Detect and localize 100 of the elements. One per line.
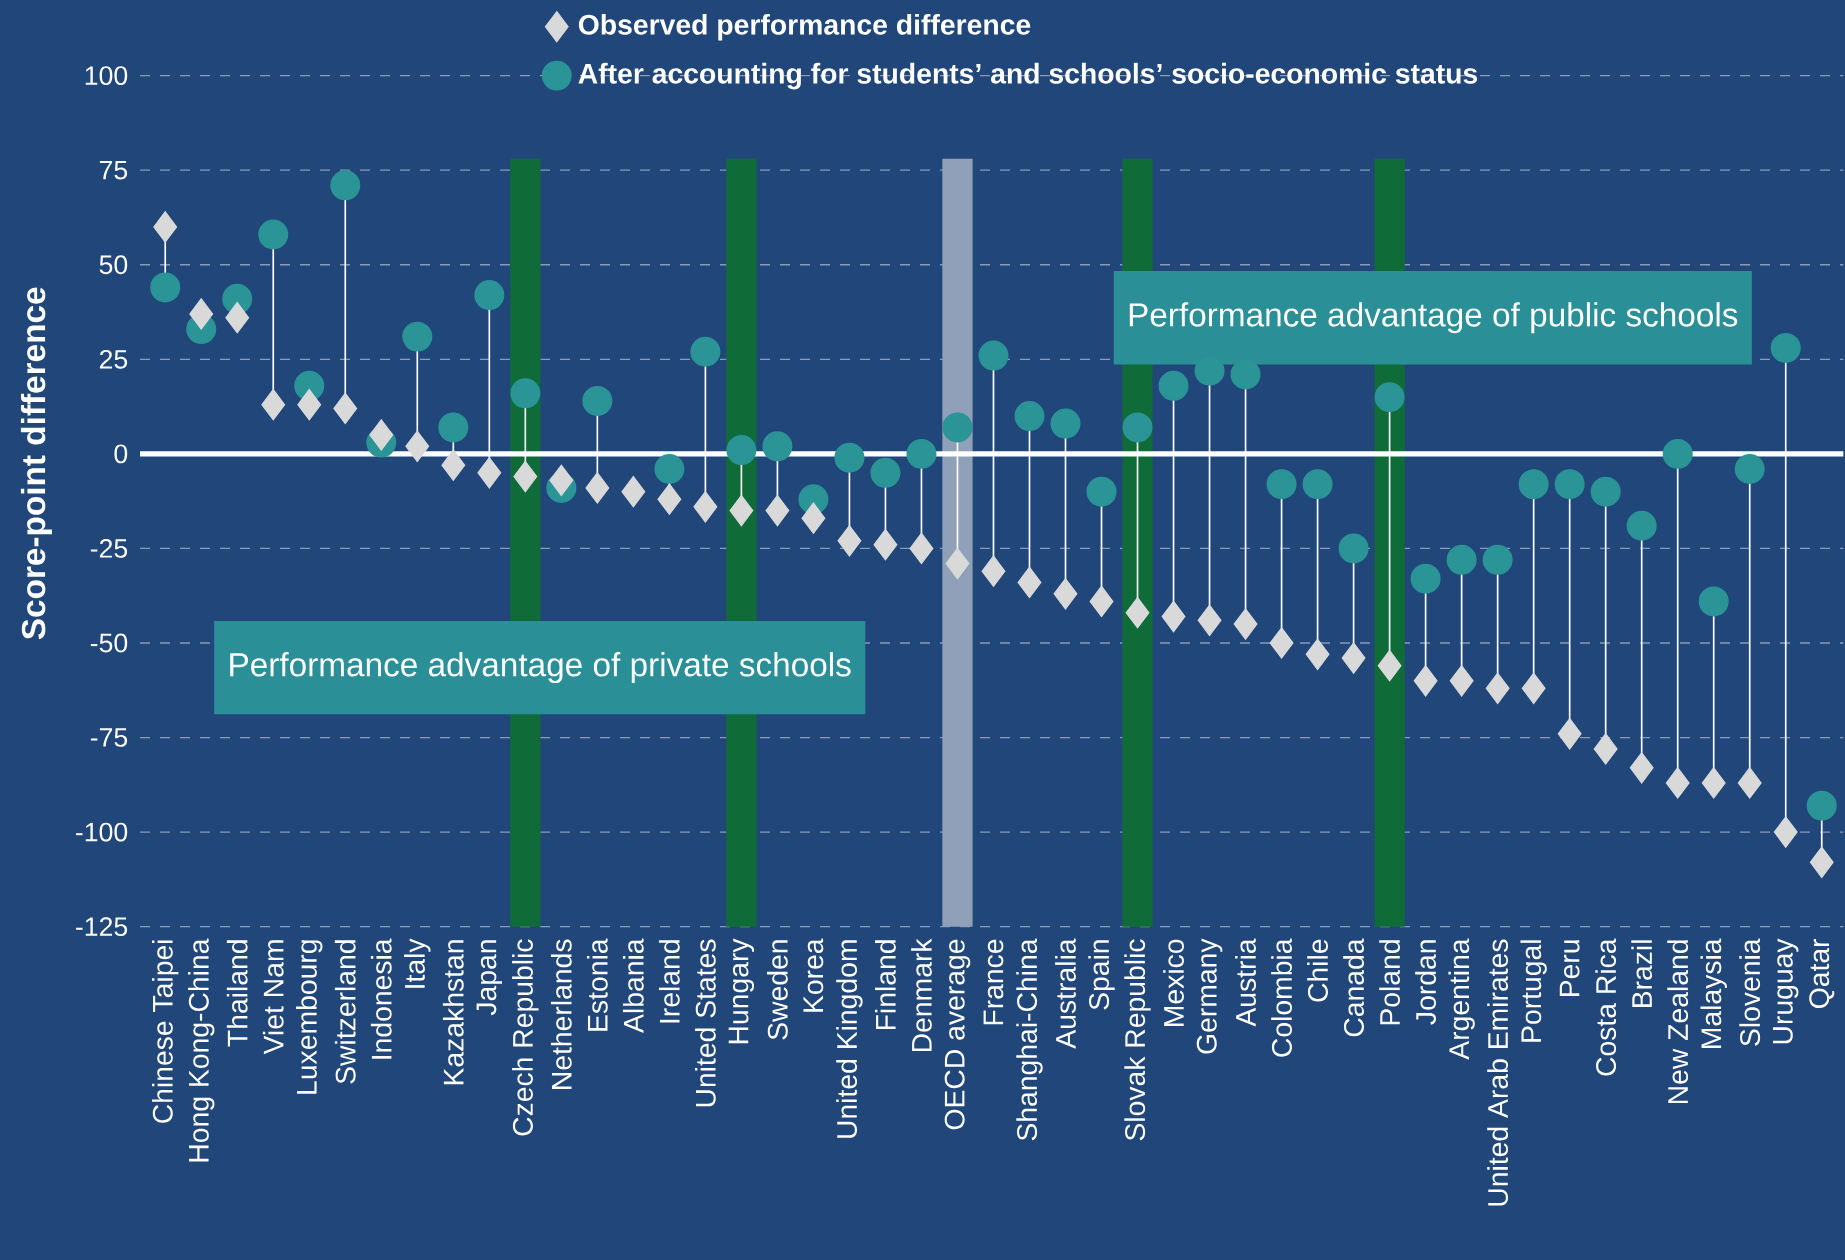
point xyxy=(1377,650,1402,682)
point xyxy=(585,472,610,504)
point xyxy=(258,219,289,250)
point xyxy=(978,340,1009,371)
point xyxy=(1626,510,1657,541)
point xyxy=(1449,665,1474,697)
point xyxy=(474,280,505,311)
x-tick-label: Colombia xyxy=(1271,938,1292,1057)
point xyxy=(765,494,790,527)
point xyxy=(1770,332,1801,363)
x-tick-label: Hungary xyxy=(728,938,755,1044)
point xyxy=(1269,627,1294,659)
point xyxy=(1266,469,1297,500)
x-tick-label: Qatar xyxy=(1809,938,1835,1008)
annotation: Performance advantage of public schools xyxy=(1129,302,1738,334)
point xyxy=(1701,767,1726,799)
x-tick-label: Portugal xyxy=(1520,940,1547,1042)
point xyxy=(225,302,250,334)
x-tick-label: Sweden xyxy=(766,940,788,1040)
point xyxy=(906,438,937,469)
x-tick-label: Ireland xyxy=(658,940,680,1023)
point xyxy=(1161,600,1186,633)
x-tick-label: Austria xyxy=(1235,938,1256,1027)
x-tick-label: Malaysia xyxy=(1700,938,1727,1048)
point xyxy=(330,170,361,201)
y-tick-label: -125 xyxy=(76,917,128,937)
point xyxy=(1050,408,1081,439)
x-tick-label: Slovak Republic xyxy=(1124,939,1151,1141)
point xyxy=(1482,544,1513,575)
x-tick-label: Czech Republic xyxy=(512,939,539,1136)
x-tick-label: Canada xyxy=(1343,938,1364,1037)
x-tick-label: United Kingdom xyxy=(836,940,863,1138)
point xyxy=(1590,476,1621,507)
point xyxy=(510,378,541,409)
x-tick-label: Jordan xyxy=(1415,940,1437,1025)
point xyxy=(1341,642,1366,674)
point xyxy=(762,431,793,462)
point xyxy=(834,442,865,473)
x-tick-label: Japan xyxy=(476,940,502,1016)
point xyxy=(1413,665,1438,697)
x-tick-label: Italy xyxy=(404,938,431,988)
y-tick-label: -100 xyxy=(76,822,128,842)
y-tick-label: 100 xyxy=(85,66,128,86)
x-tick-label: Australia xyxy=(1055,938,1076,1049)
point xyxy=(405,430,430,462)
x-tick-label: Indonesia xyxy=(370,938,392,1059)
point xyxy=(801,502,826,534)
point xyxy=(438,412,469,443)
point xyxy=(369,419,394,451)
y-tick-label: 50 xyxy=(99,255,128,275)
y-tick-label: 75 xyxy=(99,160,128,180)
x-tick-label: United States xyxy=(694,939,716,1107)
x-tick-label: Uruguay xyxy=(1773,938,1799,1044)
point xyxy=(693,491,718,523)
y-axis-title: Score-point difference xyxy=(20,287,52,640)
point xyxy=(150,272,181,303)
point xyxy=(1122,412,1153,443)
x-tick-label: OECD average xyxy=(944,939,971,1130)
point xyxy=(726,435,757,466)
point xyxy=(1665,767,1690,799)
point xyxy=(1125,597,1150,629)
point xyxy=(1662,438,1693,469)
x-tick-label: Estonia xyxy=(586,938,608,1031)
point xyxy=(1017,566,1042,599)
point xyxy=(1374,382,1405,413)
x-tick-label: Costa Rica xyxy=(1595,938,1617,1076)
point xyxy=(870,457,901,488)
x-tick-label: Switzerland xyxy=(334,940,356,1084)
x-tick-label: Hong Kong-China xyxy=(188,938,215,1162)
point xyxy=(297,389,322,421)
x-tick-label: Thailand xyxy=(226,940,248,1047)
point xyxy=(189,298,214,330)
x-tick-label: United Arab Emirates xyxy=(1487,939,1509,1206)
point xyxy=(837,525,862,557)
annotation: Performance advantage of private schools xyxy=(230,652,851,684)
point xyxy=(1089,585,1114,618)
x-tick-label: Denmark xyxy=(911,938,932,1052)
point xyxy=(1593,733,1618,765)
x-tick-label: Viet Nam xyxy=(262,940,284,1055)
x-tick-label: Korea xyxy=(803,938,824,1012)
point xyxy=(981,555,1006,587)
point xyxy=(654,454,685,485)
point xyxy=(945,547,970,580)
point xyxy=(1158,370,1189,401)
legend-label: Observed performance difference xyxy=(578,13,1031,41)
x-tick-label: Argentina xyxy=(1448,938,1475,1060)
point xyxy=(621,476,646,508)
x-tick-label: Poland xyxy=(1379,940,1400,1025)
point xyxy=(1446,544,1477,575)
x-tick-label: Chile xyxy=(1307,939,1328,1002)
point xyxy=(477,457,502,489)
x-tick-label: Netherlands xyxy=(550,939,572,1089)
y-tick-label: -75 xyxy=(90,728,128,747)
point xyxy=(549,464,574,497)
x-tick-label: France xyxy=(983,939,1004,1025)
x-tick-label: Mexico xyxy=(1163,939,1184,1026)
point xyxy=(1302,469,1333,500)
point xyxy=(153,211,178,243)
point xyxy=(1554,469,1585,500)
point xyxy=(942,412,973,443)
